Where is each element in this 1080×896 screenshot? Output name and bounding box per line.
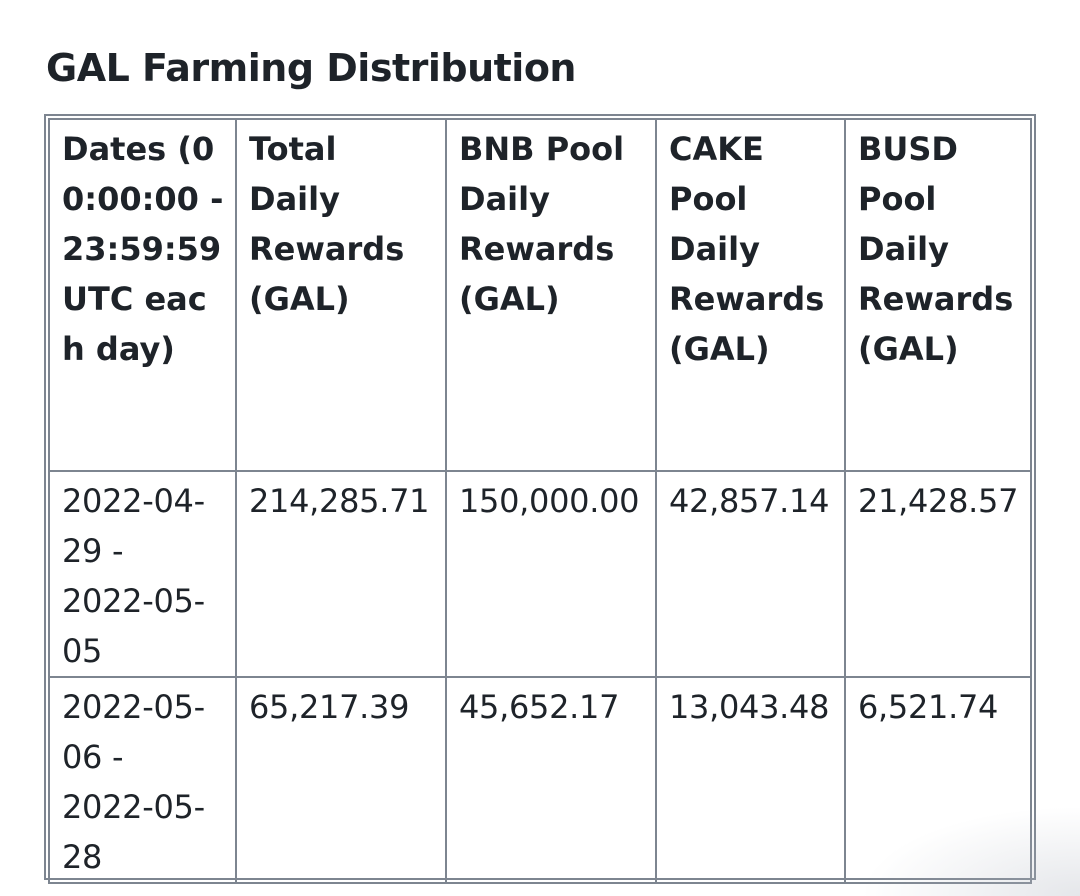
cell-busd: 6,521.74 — [844, 676, 1032, 884]
date-line: 29 - — [62, 532, 124, 570]
date-line: 28 — [62, 838, 103, 876]
header-busd-pool-rewards: BUSD Pool Daily Rewards (GAL) — [844, 118, 1032, 472]
date-line: 2022-05- — [62, 788, 205, 826]
date-line: 2022-05- — [62, 582, 205, 620]
cell-total: 65,217.39 — [235, 676, 447, 884]
cell-cake: 42,857.14 — [655, 470, 846, 678]
table-header-row: Dates (00:00:00 - 23:59:59 UTC each day)… — [48, 118, 1032, 472]
cell-dates: 2022-04- 29 - 2022-05- 05 — [48, 470, 237, 678]
header-bnb-pool-rewards: BNB Pool Daily Rewards (GAL) — [445, 118, 657, 472]
distribution-table: Dates (00:00:00 - 23:59:59 UTC each day)… — [48, 118, 1032, 884]
table-row: 2022-04- 29 - 2022-05- 05 214,285.71 150… — [48, 470, 1032, 678]
header-dates: Dates (00:00:00 - 23:59:59 UTC each day) — [48, 118, 237, 472]
cell-bnb: 150,000.00 — [445, 470, 657, 678]
cell-total: 214,285.71 — [235, 470, 447, 678]
cell-cake: 13,043.48 — [655, 676, 846, 884]
cell-dates: 2022-05- 06 - 2022-05- 28 — [48, 676, 237, 884]
table-row: 2022-05- 06 - 2022-05- 28 65,217.39 45,6… — [48, 676, 1032, 884]
page-title: GAL Farming Distribution — [46, 46, 576, 90]
cell-bnb: 45,652.17 — [445, 676, 657, 884]
header-total-daily-rewards: Total Daily Rewards (GAL) — [235, 118, 447, 472]
date-line: 06 - — [62, 738, 124, 776]
cell-busd: 21,428.57 — [844, 470, 1032, 678]
distribution-table-frame: Dates (00:00:00 - 23:59:59 UTC each day)… — [44, 114, 1036, 884]
date-line: 2022-04- — [62, 482, 205, 520]
date-line: 2022-05- — [62, 688, 205, 726]
date-line: 05 — [62, 632, 103, 670]
header-cake-pool-rewards: CAKE Pool Daily Rewards (GAL) — [655, 118, 846, 472]
